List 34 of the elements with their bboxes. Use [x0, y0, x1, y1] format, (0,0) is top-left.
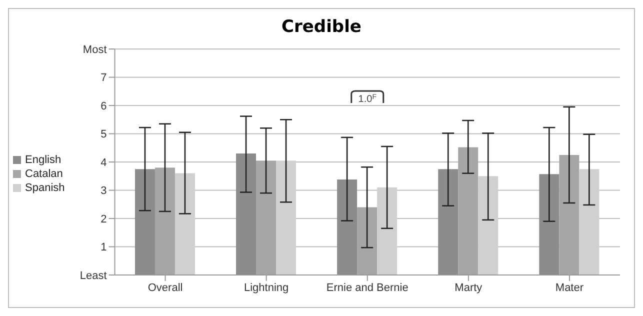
bar: [539, 174, 560, 275]
bar: [478, 176, 498, 275]
y-tick-label: 7: [100, 72, 107, 84]
legend-label: Catalan: [25, 168, 63, 180]
bar: [458, 147, 478, 275]
bar: [276, 160, 296, 275]
bar: [174, 173, 195, 275]
bar: [559, 154, 580, 275]
x-tick-label: Ernie and Bernie: [326, 282, 408, 294]
y-tick-label: 2: [100, 213, 107, 226]
y-tick-label: 4: [100, 156, 107, 169]
x-tick-label: Lightning: [244, 282, 289, 294]
y-tick-label: 3: [100, 185, 107, 198]
y-tick-label: 6: [100, 100, 107, 112]
legend-label: Spanish: [25, 182, 65, 194]
x-tick-label: Mater: [555, 282, 584, 294]
chart-title: Credible: [280, 17, 362, 39]
bar: [154, 168, 175, 275]
y-tick-label: Least: [80, 270, 107, 282]
bar: [134, 169, 155, 275]
bar: [438, 169, 458, 275]
legend-label: English: [25, 154, 62, 166]
x-tick-label: Overall: [148, 282, 183, 294]
bar: [377, 187, 398, 275]
bar: [357, 207, 378, 275]
x-tick-label: Marty: [454, 282, 483, 294]
y-tick-label: 1: [100, 242, 107, 254]
annotation: 1.0$^{F}$: [358, 94, 376, 106]
bar: [256, 160, 276, 275]
bar: [579, 169, 600, 275]
bar: [236, 154, 256, 275]
y-tick-label: Most: [82, 44, 107, 56]
y-tick-label: 5: [100, 128, 107, 141]
bar: [337, 180, 358, 275]
